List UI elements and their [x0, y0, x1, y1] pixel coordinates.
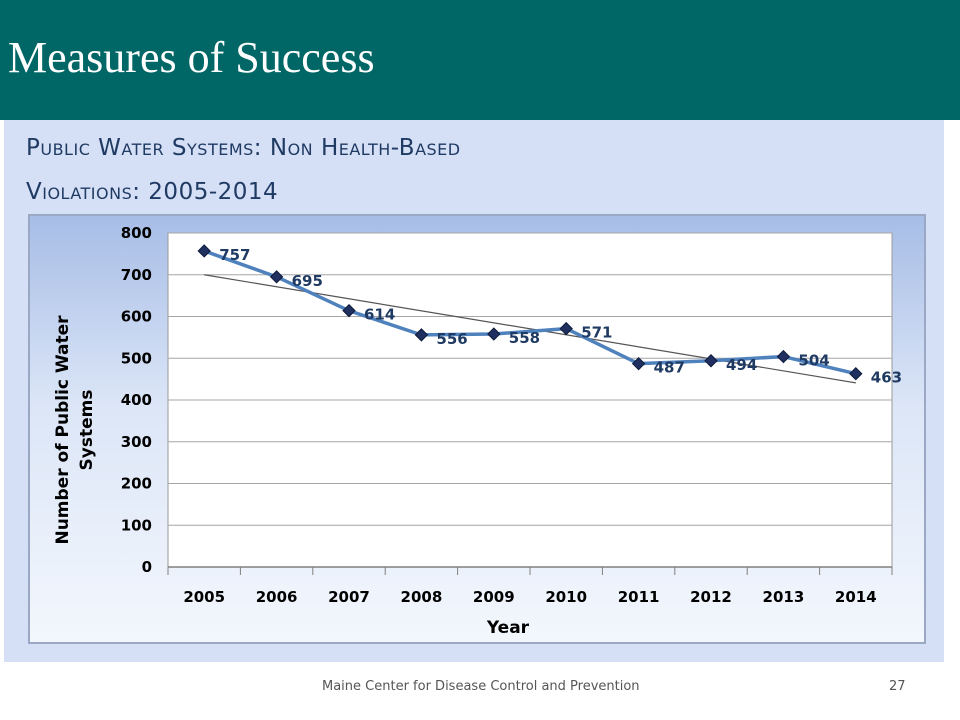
y-tick-label: 300 — [121, 433, 152, 451]
x-tick-label: 2011 — [618, 588, 660, 606]
chart-panel: Public Water Systems: Non Health-Based V… — [4, 120, 944, 662]
data-point-marker — [197, 244, 211, 258]
y-tick-label: 0 — [142, 558, 152, 576]
data-label: 571 — [581, 324, 612, 342]
chart-title: Public Water Systems: Non Health-Based V… — [26, 126, 461, 214]
y-tick-label: 600 — [121, 308, 152, 326]
data-label: 494 — [726, 356, 757, 374]
y-tick-label: 700 — [121, 266, 152, 284]
y-tick-label: 200 — [121, 475, 152, 493]
data-point-marker — [559, 321, 573, 336]
line-chart: 0 100 200 300 400 500 600 700 800 2005 2006 2007 200… — [53, 224, 902, 638]
y-tick-label: 400 — [121, 391, 152, 409]
y-tick-label: 100 — [121, 516, 152, 534]
data-point-marker — [342, 303, 356, 318]
data-point-marker — [631, 356, 646, 371]
x-tick-label: 2013 — [763, 588, 805, 606]
x-tick-label: 2012 — [690, 588, 732, 606]
data-label: 558 — [509, 329, 540, 347]
x-tick-label: 2007 — [328, 588, 370, 606]
page-number: 27 — [889, 679, 906, 694]
data-label: 614 — [364, 306, 395, 324]
slide-title: Measures of Success — [8, 33, 375, 82]
slide-header: Measures of Success — [0, 0, 960, 120]
x-tick-label: 2008 — [401, 588, 443, 606]
x-axis-title: Year — [486, 618, 530, 638]
x-tick-label: 2005 — [183, 588, 225, 606]
data-point-marker — [269, 270, 284, 284]
data-point-marker — [487, 327, 501, 341]
chart-title-line-1: Public Water Systems: Non Health-Based — [26, 135, 461, 161]
y-tick-label: 800 — [121, 224, 152, 242]
data-point-marker — [704, 354, 718, 368]
data-label: 757 — [219, 246, 250, 264]
data-point-marker — [776, 349, 791, 364]
chart-title-line-2: Violations: 2005-2014 — [26, 179, 279, 205]
series-line — [203, 249, 857, 376]
data-label: 695 — [292, 272, 323, 290]
x-tick-label: 2006 — [256, 588, 298, 606]
data-label: 556 — [436, 330, 467, 348]
data-label: 463 — [871, 369, 902, 387]
data-point-marker — [414, 328, 429, 342]
x-tick-label: 2009 — [473, 588, 515, 606]
y-tick-label: 500 — [121, 349, 152, 367]
data-label: 504 — [798, 352, 829, 370]
slide-footer: Maine Center for Disease Control and Pre… — [322, 679, 640, 694]
y-axis-title-line: Systems — [77, 390, 97, 471]
x-tick-label: 2014 — [835, 588, 877, 606]
x-tick-label: 2010 — [545, 588, 587, 606]
data-label: 487 — [654, 359, 685, 377]
y-axis-title-line: Number of Public Water — [53, 315, 73, 545]
data-point-marker — [849, 366, 863, 381]
